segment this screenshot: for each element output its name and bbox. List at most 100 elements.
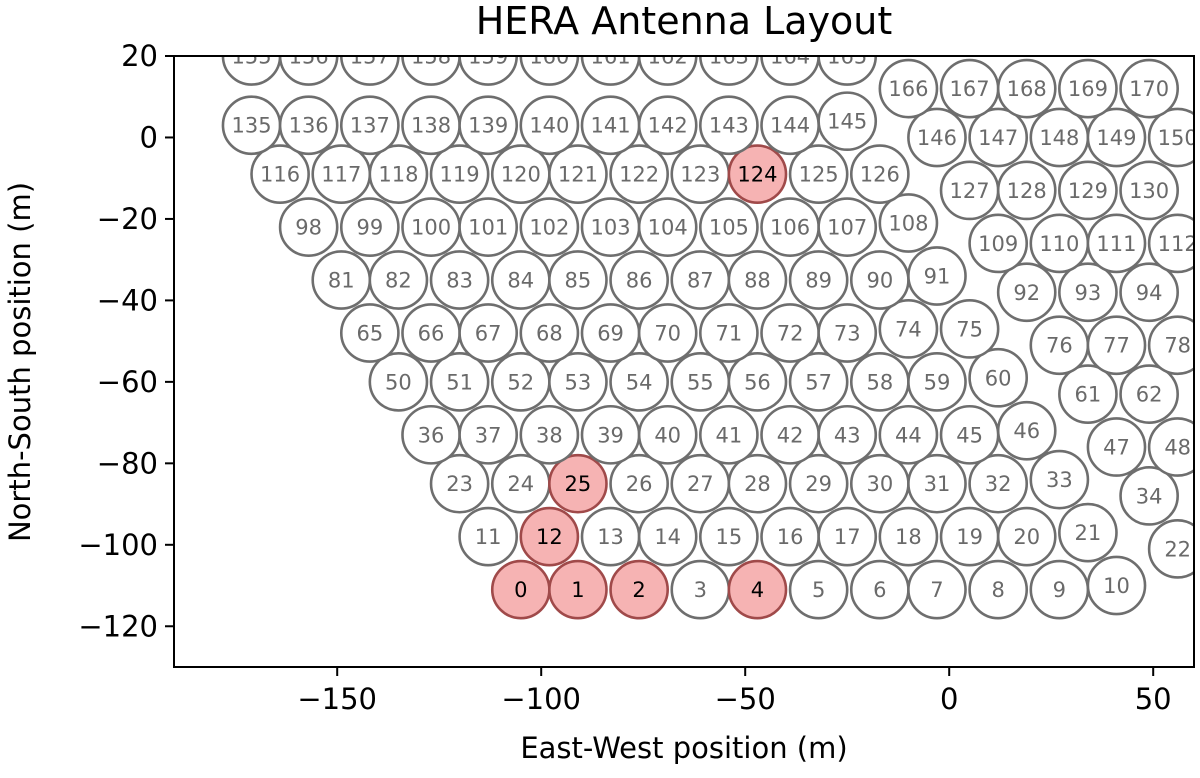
antenna-24: 24 xyxy=(490,453,551,514)
antenna-dish xyxy=(429,352,490,412)
antenna-dish xyxy=(727,453,788,514)
antenna-label: 17 xyxy=(834,525,861,549)
antenna-dish xyxy=(968,107,1029,168)
antenna-76: 76 xyxy=(1029,315,1090,376)
antenna-82: 82 xyxy=(368,250,429,310)
antenna-163: 163 xyxy=(699,56,759,86)
antenna-label: 107 xyxy=(827,216,867,240)
antenna-dish xyxy=(609,352,669,412)
antenna-label: 84 xyxy=(507,269,534,293)
antenna-69: 69 xyxy=(580,303,641,363)
antenna-dish xyxy=(699,197,759,257)
antenna-label: 167 xyxy=(950,77,990,101)
antenna-36: 36 xyxy=(401,404,461,465)
antenna-label: 51 xyxy=(446,370,473,394)
antenna-dish xyxy=(401,56,461,86)
antenna-label: 89 xyxy=(805,269,832,293)
antenna-dish xyxy=(817,91,878,152)
antenna-139: 139 xyxy=(458,95,519,156)
antenna-label: 27 xyxy=(687,472,714,496)
antenna-dish xyxy=(548,250,608,310)
antenna-41: 41 xyxy=(699,404,759,465)
antenna-dish xyxy=(339,197,400,257)
antenna-label: 60 xyxy=(985,366,1012,390)
x-tick-label: −50 xyxy=(715,682,776,716)
antenna-100: 100 xyxy=(401,197,461,257)
antenna-label: 161 xyxy=(591,45,631,69)
antenna-dish xyxy=(368,144,429,204)
antenna-129: 129 xyxy=(1058,160,1118,221)
antenna-55: 55 xyxy=(670,352,731,412)
antenna-dish xyxy=(727,352,788,412)
antenna-10: 10 xyxy=(1086,555,1147,616)
antenna-label: 36 xyxy=(418,423,445,447)
x-tick-label: −100 xyxy=(501,682,581,716)
antenna-label: 24 xyxy=(507,472,534,496)
antenna-label: 98 xyxy=(295,216,322,240)
antenna-38: 38 xyxy=(519,404,580,465)
antenna-dish xyxy=(1119,364,1179,424)
antenna-dish xyxy=(817,303,878,363)
antenna-dish xyxy=(788,352,849,412)
antenna-dish xyxy=(250,144,310,204)
antenna-dish xyxy=(548,453,608,514)
antenna-60: 60 xyxy=(968,347,1029,408)
antenna-169: 169 xyxy=(1058,58,1118,119)
antenna-31: 31 xyxy=(907,453,967,514)
antenna-dish xyxy=(1058,502,1118,563)
antenna-dish xyxy=(907,453,967,514)
x-tick-label: 0 xyxy=(940,682,958,716)
antenna-label: 99 xyxy=(356,216,383,240)
antenna-dish xyxy=(699,506,759,567)
antenna-142: 142 xyxy=(637,95,698,156)
antenna-label: 155 xyxy=(231,45,271,69)
antenna-label: 117 xyxy=(321,163,361,187)
antenna-40: 40 xyxy=(637,404,698,465)
antenna-dish xyxy=(727,250,788,310)
antenna-label: 46 xyxy=(1013,419,1040,443)
antenna-53: 53 xyxy=(548,352,608,412)
antenna-dish xyxy=(727,559,788,620)
antenna-label: 125 xyxy=(799,163,839,187)
antenna-label: 158 xyxy=(411,45,451,69)
antenna-label: 18 xyxy=(895,525,922,549)
antenna-118: 118 xyxy=(368,144,429,204)
antenna-label: 130 xyxy=(1129,179,1169,203)
antenna-label: 73 xyxy=(834,321,861,345)
antenna-dish xyxy=(458,506,519,567)
antenna-dish xyxy=(339,303,400,363)
antenna-122: 122 xyxy=(609,144,669,204)
antenna-label: 6 xyxy=(873,578,886,602)
antenna-156: 156 xyxy=(278,56,339,86)
antenna-48: 48 xyxy=(1147,417,1194,477)
antenna-label: 37 xyxy=(475,423,502,447)
antenna-label: 20 xyxy=(1013,525,1040,549)
antenna-label: 47 xyxy=(1103,436,1130,460)
antenna-22: 22 xyxy=(1147,519,1194,579)
antenna-37: 37 xyxy=(458,404,519,465)
antenna-106: 106 xyxy=(760,197,820,257)
antenna-14: 14 xyxy=(637,506,698,567)
antenna-dish xyxy=(699,95,759,156)
antenna-75: 75 xyxy=(939,299,1000,359)
antenna-label: 39 xyxy=(597,423,624,447)
antenna-label: 54 xyxy=(626,370,653,394)
x-tick-label: −150 xyxy=(297,682,377,716)
antenna-label: 10 xyxy=(1103,574,1130,598)
antenna-label: 119 xyxy=(440,163,480,187)
antenna-label: 142 xyxy=(648,114,688,138)
antenna-147: 147 xyxy=(968,107,1029,168)
antenna-label: 25 xyxy=(565,472,592,496)
antenna-dish xyxy=(939,299,1000,359)
antenna-dish xyxy=(429,144,490,204)
antenna-86: 86 xyxy=(609,250,669,310)
antenna-label: 141 xyxy=(591,114,631,138)
y-tick-label: −20 xyxy=(97,202,158,236)
antenna-dish xyxy=(1058,160,1118,221)
antenna-25: 25 xyxy=(548,453,608,514)
antenna-dish xyxy=(368,250,429,310)
antenna-144: 144 xyxy=(760,95,820,156)
antenna-label: 123 xyxy=(680,163,720,187)
antenna-label: 169 xyxy=(1068,77,1108,101)
antenna-dish xyxy=(996,160,1057,221)
